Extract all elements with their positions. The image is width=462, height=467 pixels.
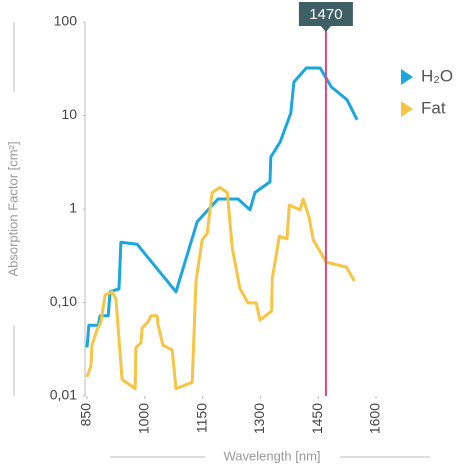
legend-marker (401, 101, 413, 117)
y-tick-label: 10 (61, 106, 77, 122)
legend-marker (401, 69, 413, 85)
marker-label-pointer (320, 26, 331, 32)
y-tick-label: 0,10 (50, 293, 77, 309)
legend-label: H₂O (421, 66, 453, 85)
x-tick-label: 1000 (136, 403, 152, 434)
y-tick-label: 100 (54, 13, 78, 29)
y-axis-title: Absorption Factor [cm²] (5, 141, 20, 276)
x-tick-label: 1150 (193, 403, 209, 433)
x-axis-title: Wavelength [nm] (223, 448, 320, 463)
series-line (85, 66, 359, 348)
y-tick-label: 1 (69, 200, 77, 216)
x-tick-label: 1600 (367, 403, 383, 434)
marker-label: 1470 (309, 6, 342, 23)
legend-label: Fat (421, 98, 446, 117)
marker-label-box (298, 2, 353, 26)
series-line (85, 186, 356, 391)
x-tick-label: 1300 (251, 403, 267, 434)
x-tick-label: 1450 (309, 403, 325, 434)
y-tick-label: 0,01 (50, 387, 77, 403)
x-tick-label: 850 (78, 403, 94, 427)
